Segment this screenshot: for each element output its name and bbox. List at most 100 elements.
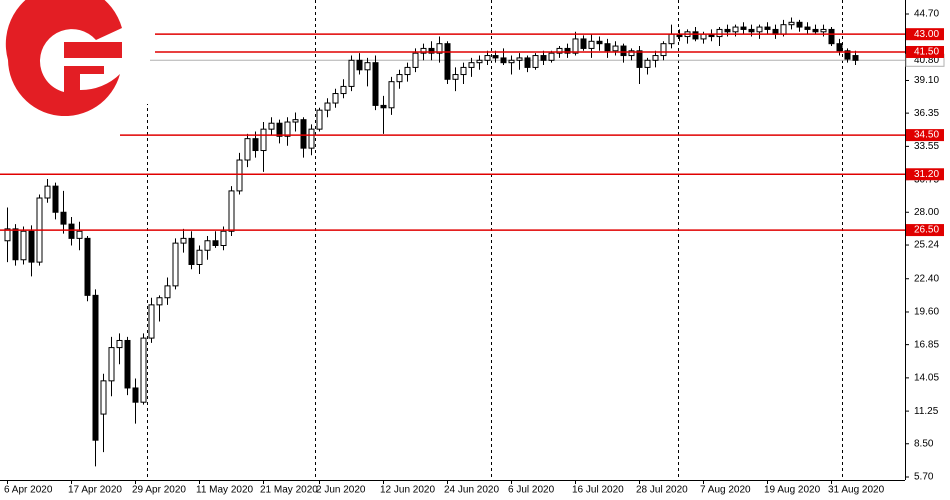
y-tick-label: 25.24 [914,240,939,251]
candle-body [244,138,251,161]
candle-body [428,47,435,54]
level-label-box [906,129,944,142]
y-tick-label: 14.05 [914,373,939,384]
candle-body [556,47,563,54]
y-tick-label: 16.85 [914,339,939,350]
candle-body [332,93,339,104]
candle-body [140,337,147,403]
x-tick-label: 21 May 2020 [260,485,318,496]
x-tick-label: 17 Apr 2020 [68,485,122,496]
candle-body [228,190,235,232]
x-tick-label: 6 Jul 2020 [508,485,555,496]
current-price-label: 40.80 [914,55,939,66]
candle-body [356,59,363,71]
candle-body [100,380,107,415]
candle-body [524,57,531,68]
candle-body [388,81,395,109]
candle-body [740,26,747,30]
x-tick-label: 7 Aug 2020 [700,485,751,496]
candle-body [196,249,203,265]
candle-body [372,62,379,106]
candle-body [364,62,371,71]
candle-body [748,28,755,33]
candle-body [572,38,579,54]
candle-body [452,74,459,80]
candle-body [260,128,267,152]
level-label-box [906,224,944,237]
candle-body [284,121,291,137]
candle-body [268,122,275,130]
candle-body [132,387,139,403]
candle-body [780,24,787,35]
candle-body [436,43,443,54]
candle-body [340,85,347,95]
candle-body [348,59,355,87]
candle-body [180,237,187,244]
level-label: 34.50 [914,130,939,141]
candle-body [796,21,803,28]
candle-body [716,28,723,38]
candle-body [788,21,795,26]
candle-body [316,109,323,130]
candle-body [628,50,635,57]
candle-body [300,119,307,149]
candle-body [84,237,91,296]
candle-body [308,128,315,149]
candle-body [828,28,835,45]
candle-body [124,339,131,389]
candle-body [4,228,11,242]
logo-bar [64,42,122,58]
candle-body [324,102,331,111]
x-tick-label: 12 Jun 2020 [380,485,435,496]
candle-body [612,45,619,52]
candle-body [156,297,163,306]
candle-body [836,43,843,52]
candle-body [812,28,819,33]
candle-body [220,230,227,246]
x-tick-label: 28 Jul 2020 [636,485,688,496]
candle-body [172,242,179,287]
candle-body [596,40,603,45]
candle-body [652,55,659,61]
candle-body [476,59,483,64]
candle-body [492,55,499,59]
y-tick-label: 5.70 [914,472,934,483]
y-tick-label: 44.70 [914,9,939,20]
candle-body [52,185,59,213]
candle-body [252,138,259,152]
candle-body [604,43,611,52]
candle-body [20,230,27,261]
y-tick-label: 22.40 [914,273,939,284]
x-tick-label: 31 Aug 2020 [828,485,885,496]
candle-body [396,74,403,83]
candle-body [212,240,219,246]
candle-body [644,59,651,68]
candle-body [116,339,123,349]
y-tick-label: 36.35 [914,108,939,119]
y-tick-label: 8.50 [914,438,934,449]
candle-body [28,230,35,263]
y-tick-label: 28.00 [914,207,939,218]
y-tick-label: 39.10 [914,75,939,86]
candle-body [820,28,827,33]
candle-body [204,240,211,251]
candle-body [844,50,851,60]
candle-body [508,59,515,64]
candle-body [380,104,387,109]
candle-body [12,228,19,261]
candle-body [660,43,667,57]
x-tick-label: 2 Jun 2020 [316,485,366,496]
x-tick-label: 29 Apr 2020 [132,485,186,496]
candle-body [692,31,699,40]
y-tick-label: 33.55 [914,141,939,152]
level-label: 43.00 [914,29,939,40]
candle-body [724,28,731,33]
candle-body [668,33,675,45]
candle-body [732,26,739,33]
candle-body [164,285,171,299]
candle-body [756,26,763,33]
candle-body [468,62,475,68]
candle-body [108,347,115,382]
